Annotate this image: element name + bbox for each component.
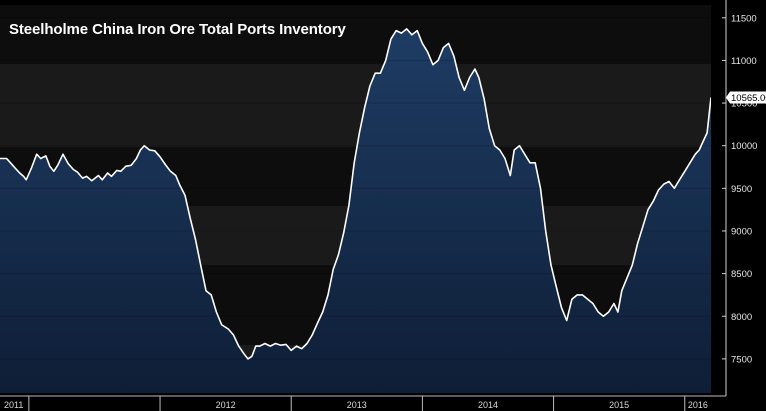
y-axis-panel <box>711 0 766 396</box>
y-tick-label: 11000 <box>731 56 757 67</box>
y-tick-label: 9500 <box>731 184 752 195</box>
last-value-marker: 10565.00 <box>726 91 766 104</box>
series-area <box>0 17 711 394</box>
x-tick-label: 2012 <box>216 400 236 410</box>
series-area-fill <box>0 28 711 394</box>
y-tick-label: 8500 <box>731 269 752 280</box>
y-tick-label: 11500 <box>731 13 757 24</box>
x-tick-label: 2011 <box>4 400 23 410</box>
y-tick-label: 10000 <box>731 141 757 152</box>
background-band <box>0 64 711 147</box>
y-tick-label: 9000 <box>731 226 752 237</box>
x-axis-panel <box>0 396 726 411</box>
x-tick-label: 2013 <box>347 400 367 410</box>
x-axis: 2011 2012 2013 2014 2015 2016 <box>0 395 726 411</box>
y-tick-label: 8000 <box>731 312 752 323</box>
series-line <box>0 28 712 360</box>
y-tick-label: 7500 <box>731 354 752 365</box>
x-tick-label: 2016 <box>688 400 708 410</box>
last-value-label: 10565.00 <box>731 93 766 104</box>
y-axis: 7500 8000 8500 9000 9500 10000 10500 11000 11500 <box>711 0 766 396</box>
x-tick-label: 2014 <box>478 400 498 410</box>
series-line-path <box>0 28 712 360</box>
last-value-box <box>726 91 766 104</box>
background-band <box>0 5 711 64</box>
y-tick-label: 10500 <box>731 99 757 110</box>
chart-title: Steelholme China Iron Ore Total Ports In… <box>9 21 346 38</box>
x-tick-label: 2015 <box>609 400 629 410</box>
